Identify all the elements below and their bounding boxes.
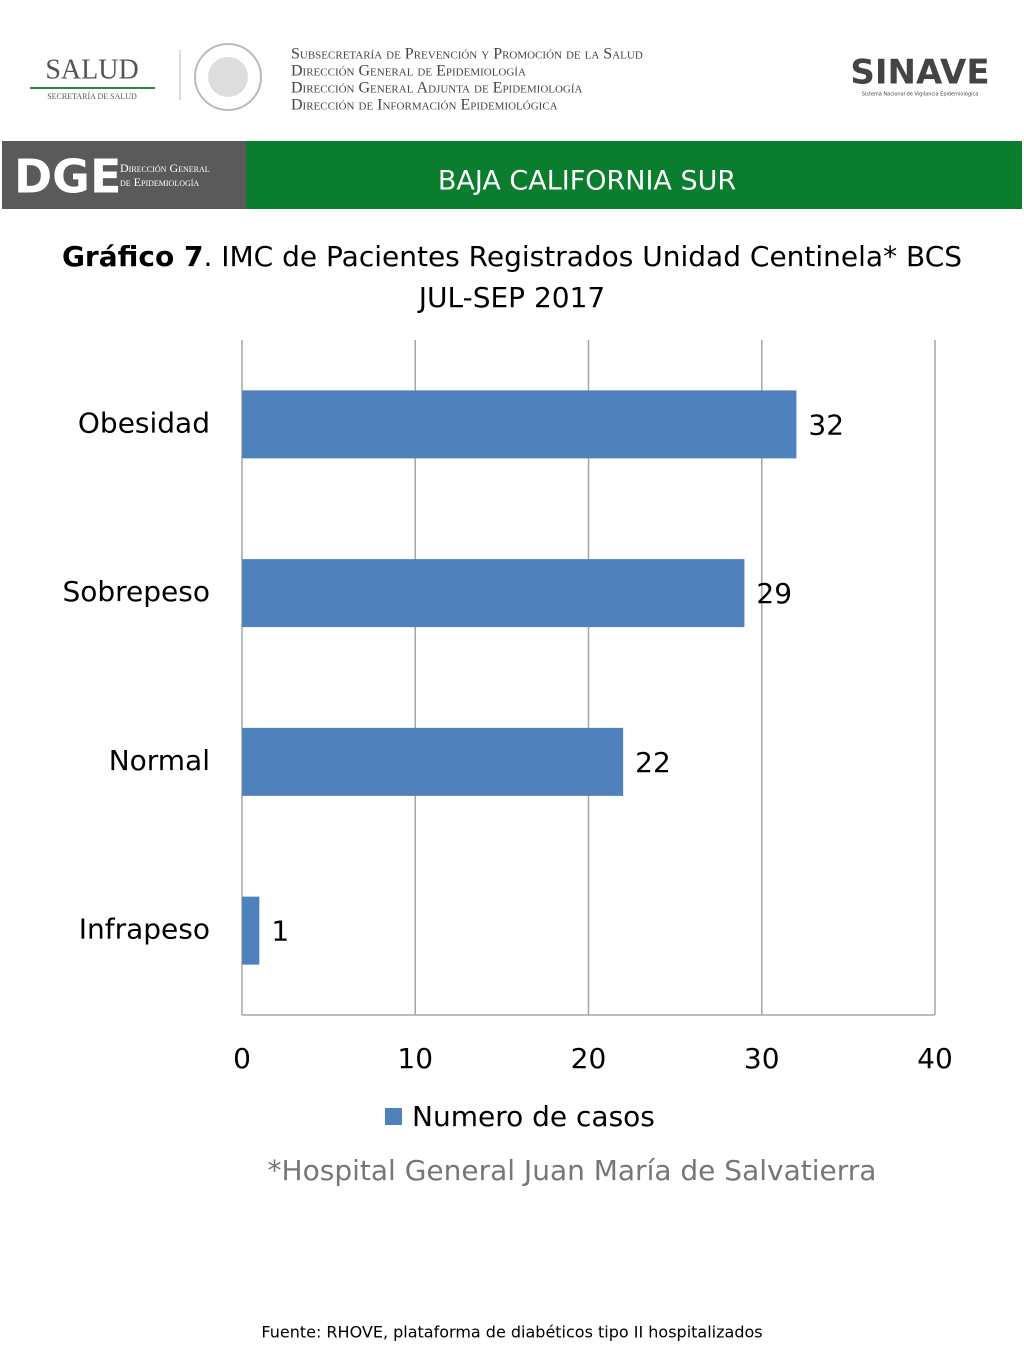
- dge-line: Dirección General: [120, 161, 210, 175]
- dge-line: de Epidemiología: [120, 175, 199, 189]
- bar: [242, 390, 797, 459]
- source: Fuente: RHOVE, plataforma de diabéticos …: [261, 1323, 762, 1342]
- value-label: 32: [808, 408, 844, 441]
- chart-subtitle: JUL-SEP 2017: [417, 281, 605, 314]
- value-label: 1: [271, 915, 289, 948]
- value-label: 22: [635, 746, 671, 779]
- x-tick-label: 30: [744, 1042, 780, 1075]
- header-line: Subsecretaría de Prevención y Promoción …: [291, 46, 643, 63]
- sinave-sub: Sistema Nacional de Vigilancia Epidemiol…: [862, 91, 979, 98]
- bar: [242, 727, 624, 796]
- dge-logo: DGE: [14, 150, 121, 204]
- dge-block: [2, 141, 246, 209]
- sinave-logo: SINAVE: [850, 53, 989, 93]
- legend-swatch: [385, 1108, 402, 1125]
- chart-title: Gráfico 7. IMC de Pacientes Registrados …: [62, 240, 962, 273]
- bar: [242, 559, 745, 628]
- y-tick-label: Sobrepeso: [62, 575, 210, 608]
- x-tick-label: 0: [233, 1042, 251, 1075]
- bar: [242, 896, 260, 965]
- y-tick-label: Infrapeso: [79, 913, 210, 946]
- seal-inner: [208, 57, 248, 97]
- legend-label: Numero de casos: [412, 1100, 655, 1133]
- x-tick-label: 40: [917, 1042, 953, 1075]
- salud-sub: SECRETARÍA DE SALUD: [47, 91, 137, 101]
- chart-title-rest: . IMC de Pacientes Registrados Unidad Ce…: [203, 240, 962, 273]
- salud-logo: SALUD: [45, 54, 138, 85]
- region-banner: [246, 141, 1022, 209]
- header-line: Dirección General de Epidemiología: [291, 63, 526, 80]
- y-tick-label: Normal: [109, 744, 210, 777]
- region-title: BAJA CALIFORNIA SUR: [438, 166, 736, 197]
- x-tick-label: 10: [397, 1042, 433, 1075]
- footnote: *Hospital General Juan María de Salvatie…: [268, 1154, 877, 1187]
- chart-title-bold: Gráfico 7: [62, 240, 204, 273]
- seal: [194, 43, 262, 111]
- header-line: Dirección General Adjunta de Epidemiolog…: [291, 80, 583, 97]
- x-tick-label: 20: [571, 1042, 607, 1075]
- value-label: 29: [756, 577, 792, 610]
- header-line: Dirección de Información Epidemiológica: [291, 97, 558, 114]
- y-tick-label: Obesidad: [78, 406, 210, 439]
